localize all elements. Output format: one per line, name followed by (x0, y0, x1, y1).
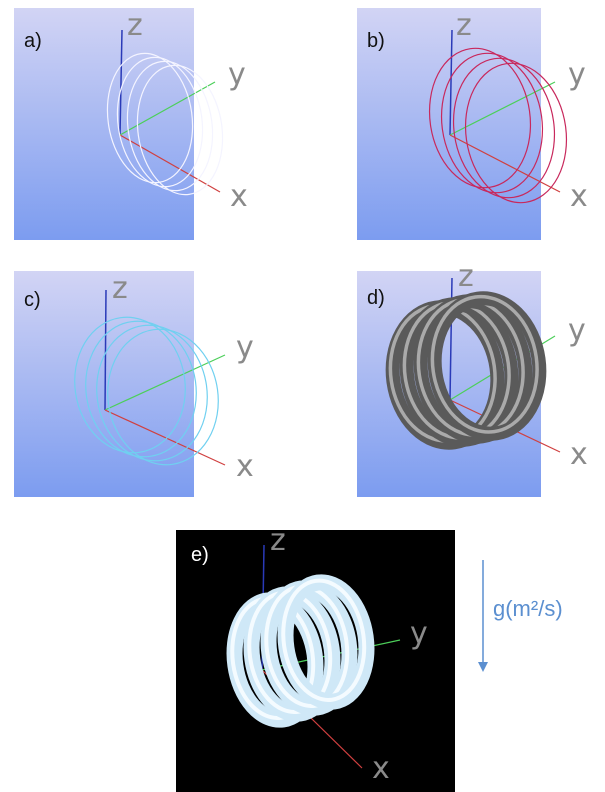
panel-label: b) (367, 30, 385, 52)
panel-label: e) (191, 544, 209, 566)
axis-label-y: y (568, 57, 586, 92)
panel: z y x a) (14, 8, 248, 240)
axis-label-x: x (236, 449, 254, 484)
panel-background (14, 271, 194, 497)
panel: z y x c) (14, 271, 254, 497)
arrow-head (478, 662, 488, 672)
axis-label-y: y (236, 330, 254, 365)
axis-label-z: z (127, 8, 143, 43)
axis-label-z: z (270, 523, 286, 558)
axis-label-z: z (456, 8, 472, 43)
gravity-label: g(m²/s) (493, 596, 563, 621)
axis-label-y: y (568, 313, 586, 348)
z-axis (105, 290, 106, 410)
panel: z y x b) (357, 8, 588, 240)
panel-label: c) (24, 289, 41, 311)
panel-label: a) (24, 30, 42, 52)
panel-label: d) (367, 287, 385, 309)
axis-label-x: x (230, 179, 248, 214)
axis-label-z: z (458, 259, 474, 294)
axis-label-x: x (570, 437, 588, 472)
axis-label-x: x (570, 179, 588, 214)
axis-label-y: y (410, 616, 428, 651)
axis-label-z: z (112, 271, 128, 306)
axis-label-x: x (372, 751, 390, 786)
panel: z y x d) (357, 259, 588, 497)
axis-label-y: y (228, 57, 246, 92)
figure: z y x a) z y x b) z y x c) z y x d) z y x e) g(m²/s) (0, 0, 605, 792)
panel: z y x e) (176, 523, 455, 792)
